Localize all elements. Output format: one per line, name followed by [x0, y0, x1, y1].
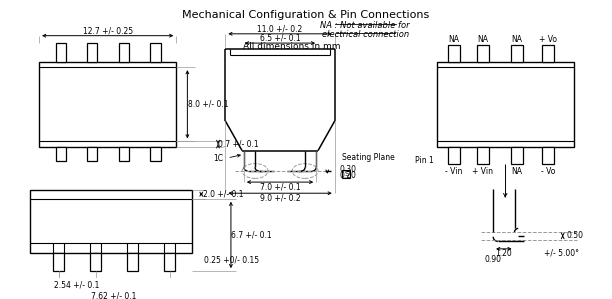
Bar: [342, 170, 351, 179]
Text: 0.20: 0.20: [340, 171, 356, 180]
Text: NA: NA: [512, 35, 522, 44]
Text: 7.62 +/- 0.1: 7.62 +/- 0.1: [91, 292, 137, 299]
Text: + Vo: + Vo: [539, 35, 558, 44]
Text: 2.54 +/- 0.1: 2.54 +/- 0.1: [54, 280, 100, 289]
Text: 2.0 +/- 0.1: 2.0 +/- 0.1: [203, 190, 244, 199]
Bar: [511, 45, 523, 62]
Bar: [56, 43, 66, 62]
Text: Seating Plane: Seating Plane: [342, 153, 395, 162]
Bar: [53, 253, 64, 271]
Text: 6.5 +/- 0.1: 6.5 +/- 0.1: [259, 34, 300, 43]
Text: 0.90: 0.90: [485, 255, 502, 264]
Bar: [477, 147, 488, 164]
Text: NA: NA: [477, 35, 488, 44]
Bar: [477, 45, 488, 62]
Text: 0.7 +/- 0.1: 0.7 +/- 0.1: [218, 140, 259, 149]
Text: 0.25 +0/- 0.15: 0.25 +0/- 0.15: [204, 255, 259, 264]
Bar: [88, 147, 97, 161]
Text: S: S: [344, 171, 348, 177]
Bar: [542, 45, 554, 62]
Text: 0.30: 0.30: [340, 165, 356, 174]
Bar: [437, 62, 574, 147]
Bar: [119, 147, 129, 161]
Text: NA: NA: [449, 35, 460, 44]
Text: 8.0 +/- 0.1: 8.0 +/- 0.1: [187, 100, 228, 109]
Bar: [56, 147, 66, 161]
Text: All dimensions in mm: All dimensions in mm: [243, 42, 340, 51]
Text: 1C: 1C: [214, 153, 223, 162]
Text: +/- 5.00°: +/- 5.00°: [544, 248, 579, 257]
Text: 6.7 +/- 0.1: 6.7 +/- 0.1: [231, 231, 272, 239]
Bar: [448, 45, 460, 62]
Text: 1.20: 1.20: [495, 249, 512, 258]
Text: 9.0 +/- 0.2: 9.0 +/- 0.2: [259, 193, 300, 202]
Text: NA : Not available for: NA : Not available for: [321, 21, 410, 30]
Text: 12.7 +/- 0.25: 12.7 +/- 0.25: [83, 27, 133, 36]
Text: NA: NA: [512, 167, 522, 176]
Bar: [164, 253, 175, 271]
Text: 0.50: 0.50: [567, 231, 583, 240]
Bar: [39, 62, 176, 147]
Bar: [30, 190, 192, 253]
Bar: [127, 253, 138, 271]
Text: Pin 1: Pin 1: [415, 156, 434, 165]
Bar: [542, 147, 554, 164]
Bar: [151, 147, 160, 161]
Text: 11.0 +/- 0.2: 11.0 +/- 0.2: [258, 25, 303, 34]
Bar: [90, 253, 101, 271]
Text: + Vin: + Vin: [472, 167, 493, 176]
Text: 7.0 +/- 0.1: 7.0 +/- 0.1: [259, 182, 300, 191]
Bar: [511, 147, 523, 164]
Text: electrical connection: electrical connection: [322, 30, 409, 39]
Text: - Vo: - Vo: [541, 167, 556, 176]
Text: Mechanical Configuration & Pin Connections: Mechanical Configuration & Pin Connectio…: [182, 10, 430, 20]
Text: - Vin: - Vin: [445, 167, 463, 176]
Bar: [119, 43, 129, 62]
Bar: [151, 43, 160, 62]
Bar: [448, 147, 460, 164]
Bar: [88, 43, 97, 62]
